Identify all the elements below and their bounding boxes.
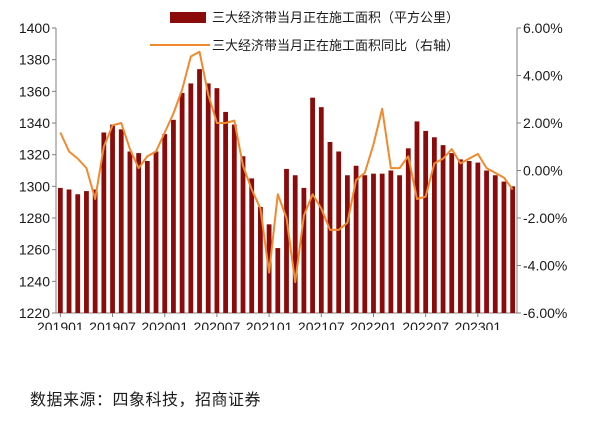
bar bbox=[144, 161, 150, 313]
bar bbox=[118, 129, 124, 313]
bar bbox=[231, 124, 237, 313]
right-tick-label: 4.00% bbox=[523, 68, 563, 84]
bar bbox=[466, 161, 472, 313]
left-axis-ticks: 1220 1240 1260 1280 1300 1320 1340 1360 1380 1400 bbox=[19, 20, 56, 321]
bar bbox=[197, 69, 202, 314]
x-tick-label: 201907 bbox=[89, 319, 136, 330]
x-tick-label: 202301 bbox=[454, 319, 501, 330]
bar bbox=[110, 124, 115, 313]
left-tick-label: 1260 bbox=[19, 242, 50, 258]
bar bbox=[379, 173, 385, 313]
x-tick-label: 202207 bbox=[402, 319, 449, 330]
right-tick-label: -4.00% bbox=[523, 258, 567, 274]
bar bbox=[240, 156, 246, 313]
bar bbox=[388, 170, 394, 313]
left-tick-label: 1220 bbox=[19, 305, 50, 321]
bar bbox=[284, 168, 289, 313]
bar bbox=[188, 83, 194, 314]
bar bbox=[75, 194, 81, 313]
x-tick-label: 202201 bbox=[350, 319, 397, 330]
bar bbox=[501, 181, 507, 313]
bar bbox=[431, 137, 437, 313]
legend-bar-swatch bbox=[170, 12, 206, 23]
bar bbox=[127, 151, 133, 313]
bar bbox=[162, 134, 168, 313]
right-tick-label: -6.00% bbox=[523, 305, 567, 321]
right-tick-label: 6.00% bbox=[523, 20, 563, 36]
bar bbox=[57, 187, 63, 313]
bar bbox=[179, 92, 185, 314]
bar bbox=[510, 186, 516, 313]
left-tick-label: 1380 bbox=[19, 52, 50, 68]
x-tick-label: 202107 bbox=[298, 319, 345, 330]
left-tick-label: 1320 bbox=[19, 147, 50, 163]
legend-bar-label: 三大经济带当月正在施工面积（平方公里） bbox=[212, 10, 459, 26]
line-series bbox=[59, 50, 514, 284]
right-tick-label: 0.00% bbox=[523, 163, 563, 179]
right-axis-ticks: -6.00% -4.00% -2.00% 0.00% 2.00% 4.00% 6.00% bbox=[517, 20, 567, 321]
bar bbox=[397, 175, 402, 313]
bar bbox=[205, 83, 211, 314]
bar bbox=[171, 119, 176, 313]
right-tick-label: -2.00% bbox=[523, 210, 567, 226]
bar bbox=[475, 162, 481, 313]
bar bbox=[214, 88, 220, 314]
bar bbox=[92, 189, 98, 313]
x-tick-label: 202007 bbox=[194, 319, 241, 330]
bar bbox=[336, 151, 342, 313]
left-tick-label: 1240 bbox=[19, 273, 50, 289]
bar bbox=[440, 145, 446, 313]
bar bbox=[414, 121, 420, 314]
bar bbox=[353, 165, 359, 313]
bar bbox=[223, 111, 229, 314]
bar bbox=[101, 132, 107, 313]
x-axis-ticks: 201901 201907 202001 202007 202101 202107 2022… bbox=[37, 313, 501, 330]
legend: 三大经济带当月正在施工面积（平方公里） 三大经济带当月正在施工面积同比（右轴） bbox=[150, 10, 459, 54]
bar bbox=[458, 159, 463, 313]
bar bbox=[449, 153, 455, 313]
x-tick-label: 202101 bbox=[246, 319, 293, 330]
right-tick-label: 2.00% bbox=[523, 115, 563, 131]
source-note: 数据来源：四象科技，招商证券 bbox=[30, 390, 262, 409]
bar bbox=[362, 175, 368, 313]
x-tick-label: 202001 bbox=[141, 319, 188, 330]
bar-series bbox=[57, 69, 516, 314]
chart: 1220 1240 1260 1280 1300 1320 1340 1360 1380 1400… bbox=[19, 10, 568, 330]
bar bbox=[310, 97, 315, 314]
bar bbox=[301, 187, 307, 313]
bar bbox=[371, 173, 376, 313]
bar bbox=[492, 175, 498, 313]
bar bbox=[292, 175, 298, 313]
bar bbox=[344, 175, 350, 313]
left-tick-label: 1280 bbox=[19, 210, 50, 226]
legend-line-label: 三大经济带当月正在施工面积同比（右轴） bbox=[212, 39, 459, 54]
bar bbox=[423, 130, 429, 313]
left-tick-label: 1340 bbox=[19, 115, 50, 131]
bar bbox=[249, 178, 255, 313]
bar bbox=[258, 206, 263, 313]
bar bbox=[275, 248, 281, 313]
left-tick-label: 1400 bbox=[19, 20, 50, 36]
left-tick-label: 1300 bbox=[19, 178, 50, 194]
bar bbox=[84, 191, 89, 313]
x-tick-label: 201901 bbox=[37, 319, 84, 330]
left-tick-label: 1360 bbox=[19, 83, 50, 99]
bar bbox=[153, 151, 159, 313]
bar bbox=[66, 189, 72, 313]
bar bbox=[484, 170, 489, 313]
bar bbox=[405, 148, 411, 313]
bar bbox=[136, 153, 142, 313]
